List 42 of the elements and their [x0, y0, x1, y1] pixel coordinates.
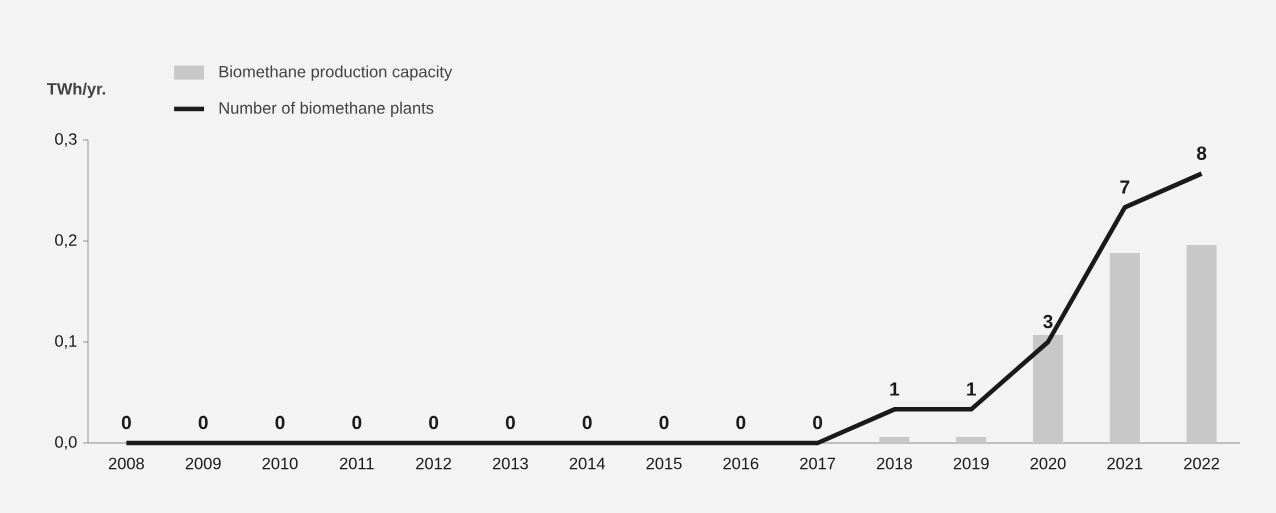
bar [1186, 245, 1217, 443]
data-label: 1 [967, 382, 976, 396]
data-label: 0 [198, 415, 208, 430]
data-label: 0 [121, 415, 131, 430]
bar [956, 436, 987, 443]
x-tick-label: 2013 [492, 457, 528, 470]
y-tick-label: 0,2 [55, 234, 77, 248]
x-tick-label: 2017 [800, 457, 836, 470]
data-label: 0 [429, 415, 439, 430]
bar [1109, 253, 1140, 443]
data-label: 0 [736, 415, 746, 430]
bar [1033, 334, 1064, 443]
x-tick-label: 2021 [1107, 457, 1143, 470]
x-tick-label: 2019 [953, 457, 989, 470]
data-label: 3 [1043, 314, 1053, 329]
x-tick-label: 2016 [723, 457, 759, 470]
data-label: 0 [582, 415, 592, 430]
x-tick-label: 2008 [108, 457, 144, 470]
x-tick-label: 2010 [262, 457, 298, 470]
bar [879, 436, 910, 443]
data-label: 8 [1196, 146, 1207, 160]
x-tick-label: 2012 [416, 457, 452, 470]
x-tick-label: 2014 [569, 457, 605, 470]
legend-label: Biomethane production capacity [219, 65, 453, 81]
data-label: 7 [1120, 180, 1130, 194]
y-axis-title: TWh/yr. [46, 82, 106, 98]
x-tick-label: 2015 [646, 457, 682, 470]
x-tick-label: 2020 [1030, 457, 1066, 470]
x-tick-label: 2011 [339, 457, 374, 470]
data-label: 1 [890, 382, 900, 396]
y-tick-label: 0,3 [55, 133, 77, 147]
data-label: 0 [505, 415, 515, 430]
y-tick-label: 0,1 [55, 335, 77, 349]
x-tick-label: 2009 [185, 457, 221, 470]
data-label: 0 [352, 415, 362, 430]
x-tick-label: 2018 [876, 457, 912, 470]
data-label: 0 [659, 415, 669, 430]
data-label: 0 [813, 415, 823, 430]
legend-label: Number of biomethane plants [219, 101, 434, 118]
y-tick-label: 0,0 [55, 436, 77, 450]
x-tick-label: 2022 [1184, 457, 1220, 470]
data-label: 0 [275, 415, 285, 430]
